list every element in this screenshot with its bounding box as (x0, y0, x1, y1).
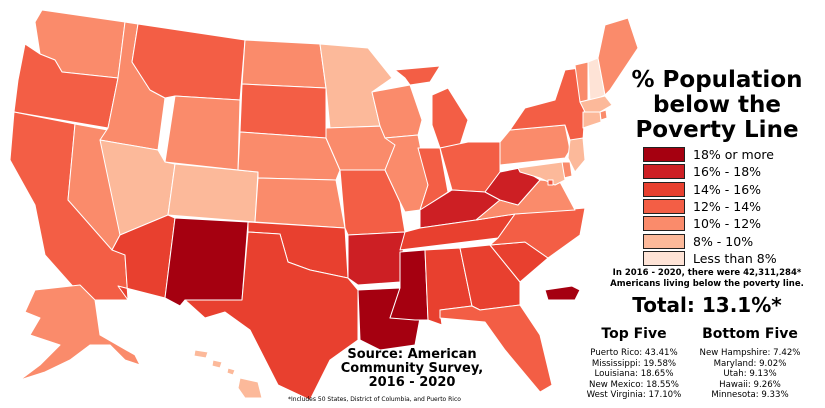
state-kansas (254, 177, 346, 229)
bottom-five-list: New Hampshire: 7.42% Maryland: 9.02% Uta… (688, 348, 812, 401)
title-line-1: % Population (631, 67, 803, 93)
source-credit: Source: American Community Survey, 2016 … (336, 348, 488, 390)
poverty-count-note: In 2016 - 2020, there were 42,311,284* A… (610, 268, 804, 289)
legend-item: 12% - 14% (643, 198, 823, 215)
source-line-2: Community Survey, (340, 361, 484, 376)
state-district-of-columbia (547, 179, 554, 186)
legend-label: 10% - 12% (693, 216, 762, 232)
state-connecticut (582, 111, 602, 129)
state-new-mexico (164, 217, 249, 307)
state-hawaii (193, 349, 263, 399)
list-item: Utah: 9.13% (723, 369, 777, 380)
state-puerto-rico (544, 285, 581, 301)
top-five-list: Puerto Rico: 43.41% Mississippi: 19.58% … (572, 348, 696, 401)
legend-label: 12% - 14% (693, 199, 762, 215)
legend-label: 18% or more (693, 147, 774, 163)
list-item: New Mexico: 18.55% (589, 379, 679, 390)
state-north-dakota (241, 39, 327, 89)
top-five-heading: Top Five (601, 326, 667, 342)
legend-swatch (643, 147, 685, 163)
list-item: Minnesota: 9.33% (711, 390, 789, 401)
state-alaska (19, 284, 141, 381)
legend-label: 14% - 16% (693, 181, 762, 197)
legend-label: 16% - 18% (693, 164, 762, 180)
state-massachusetts (579, 95, 613, 113)
legend-label: Less than 8% (693, 250, 777, 266)
legend-swatch (643, 250, 685, 266)
legend-label: 8% - 10% (693, 233, 754, 249)
legend-swatch (643, 181, 685, 197)
source-line-1: Source: American (347, 347, 477, 362)
state-texas (184, 231, 359, 401)
list-item: New Hampshire: 7.42% (699, 348, 801, 358)
total-poverty-rate: Total: 13.1%* (632, 293, 782, 317)
list-item: Hawaii: 9.26% (719, 379, 781, 390)
bottom-five-heading: Bottom Five (702, 326, 798, 342)
state-pennsylvania (499, 124, 571, 166)
legend-swatch (643, 233, 685, 249)
state-maryland (517, 161, 566, 186)
state-arkansas (347, 231, 406, 286)
list-item: West Virginia: 17.10% (586, 390, 682, 401)
list-item: Louisiana: 18.65% (594, 369, 674, 380)
state-colorado (167, 163, 259, 223)
legend-item: 18% or more (643, 146, 823, 163)
list-item: Maryland: 9.02% (713, 358, 787, 369)
list-item: Puerto Rico: 43.41% (590, 348, 678, 358)
state-south-dakota (239, 83, 327, 139)
legend-item: Less than 8% (643, 250, 823, 267)
state-new-jersey (567, 137, 586, 173)
legend-swatch (643, 164, 685, 180)
state-florida (439, 304, 553, 393)
list-item: Mississippi: 19.58% (591, 358, 677, 369)
source-line-3: 2016 - 2020 (368, 375, 456, 390)
footnote: *Includes 50 States, District of Columbi… (288, 396, 461, 403)
title-line-2: below the (653, 92, 781, 118)
legend-swatch (643, 216, 685, 232)
legend-item: 10% - 12% (643, 215, 823, 232)
legend-item: 14% - 16% (643, 181, 823, 198)
legend-item: 16% - 18% (643, 163, 823, 180)
legend: 18% or more 16% - 18% 14% - 16% 12% - 14… (643, 146, 823, 267)
state-maine (597, 17, 639, 96)
map-title: % Population below the Poverty Line (612, 68, 822, 143)
legend-swatch (643, 199, 685, 215)
title-line-3: Poverty Line (635, 117, 799, 143)
legend-item: 8% - 10% (643, 232, 823, 249)
state-wyoming (164, 95, 241, 171)
